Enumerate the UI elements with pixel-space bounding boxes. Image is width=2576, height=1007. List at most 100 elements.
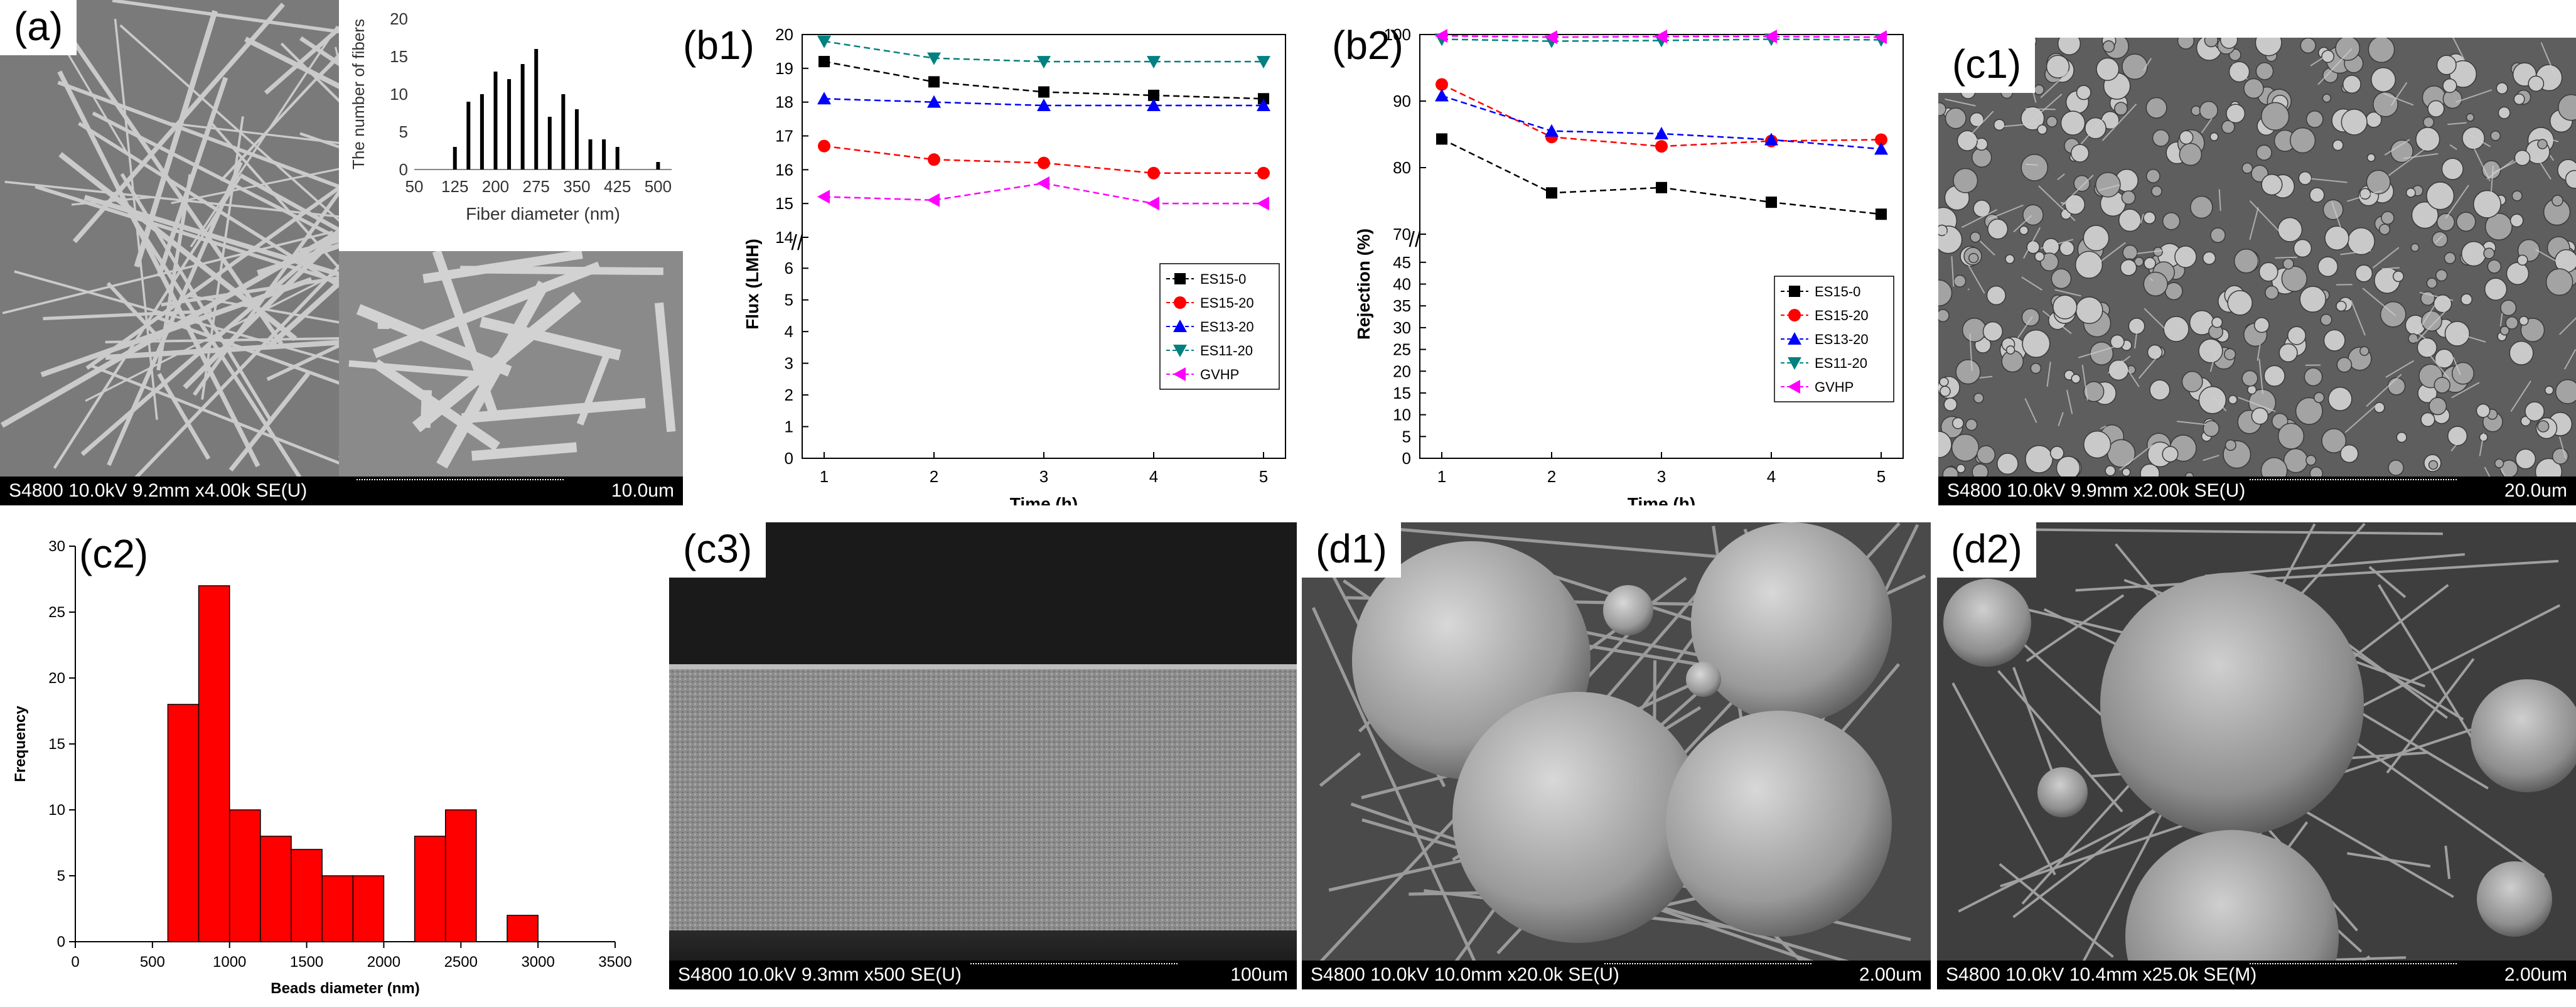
bead xyxy=(2203,420,2219,437)
data-point xyxy=(817,190,830,204)
bead xyxy=(1940,385,1951,397)
bead xyxy=(2537,139,2548,149)
fiber-strand xyxy=(2023,227,2041,259)
fiber-strand xyxy=(2249,200,2285,238)
legend-label: ES13-20 xyxy=(1815,331,1869,347)
bead xyxy=(2544,385,2554,395)
bead xyxy=(1962,318,1987,343)
legend-marker xyxy=(1173,320,1187,332)
bead xyxy=(2227,290,2253,316)
panel-c1: (c1) S4800 10.0kV 9.9mm x2.00k SE(U) 20.… xyxy=(1938,38,2576,505)
bead xyxy=(1977,445,1996,465)
series-es13-20 xyxy=(1435,89,1888,155)
bead xyxy=(2392,271,2405,283)
fiber-strand xyxy=(2054,289,2081,297)
bead xyxy=(2243,78,2264,99)
fiber-strand xyxy=(2046,362,2051,387)
fiber-strand xyxy=(2346,190,2383,202)
bead xyxy=(1968,252,1979,264)
fiber-strand xyxy=(1962,209,1997,229)
bead xyxy=(2366,153,2376,162)
bead xyxy=(1973,392,1984,404)
y-tick-label: 15 xyxy=(390,47,408,66)
legend-label: ES11-20 xyxy=(1200,343,1253,358)
bead xyxy=(2455,212,2476,232)
fiber-strand xyxy=(654,302,676,433)
legend-marker xyxy=(1788,357,1801,370)
fiber-strand xyxy=(106,282,162,341)
bead xyxy=(2163,316,2189,342)
bead xyxy=(2444,252,2456,264)
fiber-strand xyxy=(2058,412,2064,426)
x-axis-label: Time (h) xyxy=(1010,494,1078,505)
bead xyxy=(2336,357,2353,373)
fiber-strand xyxy=(1979,375,1993,379)
x-tick-label: 4 xyxy=(1767,467,1776,486)
y-tick-label: 80 xyxy=(1393,158,1411,177)
bead xyxy=(2381,211,2395,225)
fiber-strand xyxy=(1945,229,1947,240)
data-point xyxy=(1436,78,1448,91)
fiber-strand xyxy=(2201,118,2213,134)
fiber-strand xyxy=(576,347,613,426)
data-point xyxy=(1764,132,1778,146)
fiber-strand xyxy=(80,211,362,456)
bead xyxy=(2209,132,2219,141)
bead xyxy=(2110,334,2125,349)
histogram-bar xyxy=(466,102,471,170)
histogram-bar xyxy=(507,79,512,170)
legend-marker xyxy=(1174,273,1186,284)
bead xyxy=(2436,213,2455,232)
bead xyxy=(2073,175,2091,192)
bead xyxy=(2506,262,2530,285)
y-tick-label: 0 xyxy=(1402,449,1411,468)
histogram-bar xyxy=(260,836,292,942)
fiber-strand xyxy=(2203,455,2219,461)
data-point xyxy=(928,76,940,88)
bead xyxy=(2309,187,2325,203)
fiber-strand xyxy=(2042,310,2072,335)
panel-a: 0 5 10 15 20 50 125 200 275 350 425 500 Fiber diamet… xyxy=(0,0,683,505)
bead xyxy=(1986,285,2006,306)
fiber-strand xyxy=(2078,346,2114,358)
histogram-bar xyxy=(588,139,593,170)
bead xyxy=(2335,38,2361,61)
y-tick-label: 18 xyxy=(775,93,793,112)
y-tick-label: 10 xyxy=(48,802,65,819)
histogram-bar xyxy=(321,875,354,942)
y-tick-label: 15 xyxy=(775,194,793,213)
y-tick-label: 25 xyxy=(1393,340,1411,359)
bead xyxy=(2263,365,2285,387)
bead xyxy=(2145,169,2160,183)
fiber-strand xyxy=(1987,204,2024,220)
fiber-strand xyxy=(2040,67,2074,99)
scale-label: 20.0um xyxy=(2504,480,2567,501)
fiber-strand xyxy=(2461,334,2486,343)
fiber-strand xyxy=(460,266,663,276)
fiber-strand xyxy=(60,23,284,346)
data-point xyxy=(1037,176,1049,190)
sem-info-bar: S4800 10.0kV 9.2mm x4.00k SE(U) 10.0um xyxy=(0,477,683,505)
bead xyxy=(2251,407,2269,425)
bead xyxy=(2261,174,2283,196)
bead xyxy=(2064,194,2086,215)
fiber-strand xyxy=(2499,313,2503,326)
fiber-strand xyxy=(2107,355,2131,374)
bead xyxy=(2552,195,2563,207)
panel-label: (b2) xyxy=(1332,23,1403,68)
bead xyxy=(2451,362,2474,385)
legend-label: ES11-20 xyxy=(1815,355,1867,371)
legend-label: ES15-20 xyxy=(1815,308,1869,323)
fiber-strand xyxy=(2563,348,2576,370)
bead xyxy=(2256,144,2272,161)
bead xyxy=(1943,397,1958,412)
legend-label: ES15-0 xyxy=(1815,284,1860,299)
fiber-strand xyxy=(2100,425,2106,429)
fiber-strand xyxy=(2016,528,2443,536)
fiber-strand xyxy=(2275,256,2297,259)
bead xyxy=(2181,370,2203,392)
fiber-strand xyxy=(2445,185,2469,219)
x-tick-label: 2 xyxy=(1547,467,1556,486)
y-tick-label: 35 xyxy=(1393,296,1411,315)
scale-ticks xyxy=(357,479,564,487)
